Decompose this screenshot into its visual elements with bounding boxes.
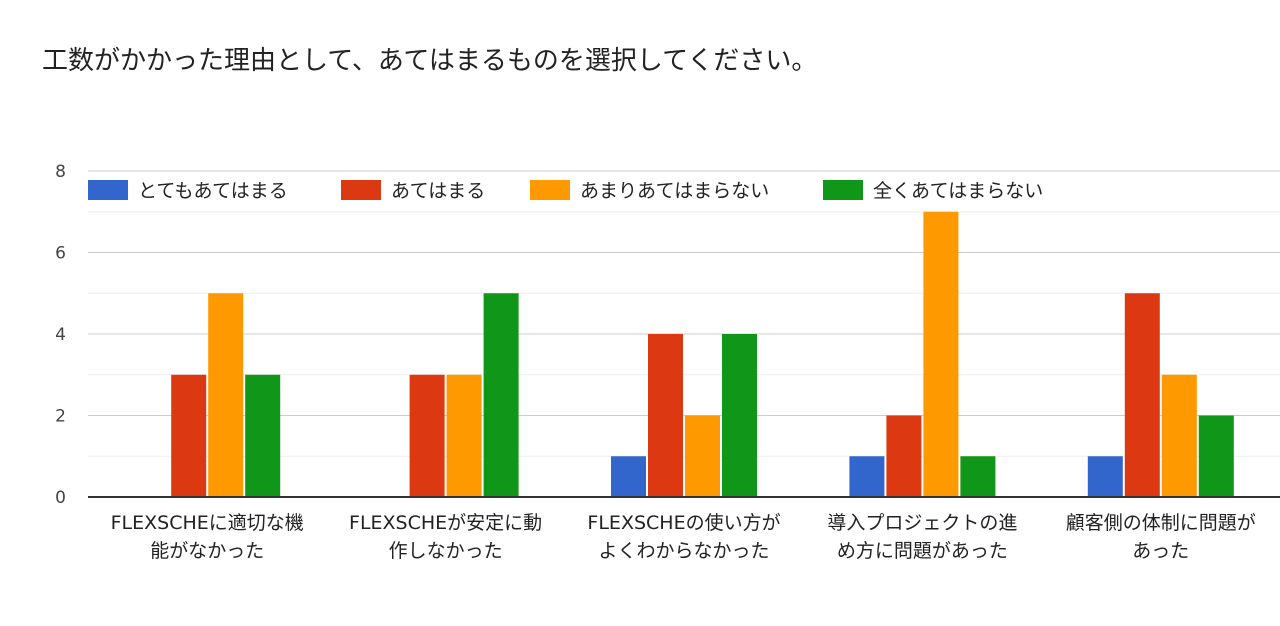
bar-3-2 <box>923 211 959 497</box>
bar-2-2 <box>685 415 720 497</box>
legend-swatch <box>88 180 128 200</box>
category-label: FLEXSCHEに適切な機能がなかった <box>111 512 304 562</box>
bar-1-2 <box>446 374 482 497</box>
bar-0-2 <box>208 293 244 497</box>
bar-4-0 <box>1087 456 1123 497</box>
bar-2-3 <box>722 334 757 497</box>
y-tick-label: 2 <box>55 407 66 427</box>
legend-label: あまりあてはまらない <box>580 180 769 202</box>
bar-0-3 <box>245 374 281 497</box>
legend-label: とてもあてはまる <box>138 180 288 202</box>
y-tick-label: 6 <box>55 244 66 264</box>
bar-3-3 <box>960 456 996 497</box>
bar-1-3 <box>483 293 519 497</box>
bar-2-0 <box>611 456 646 497</box>
bar-4-3 <box>1198 415 1234 497</box>
category-label: FLEXSCHEの使い方がよくわからなかった <box>587 512 780 562</box>
bar-2-1 <box>648 334 683 497</box>
bar-4-1 <box>1124 293 1160 497</box>
chart-title: 工数がかかった理由として、あてはまるものを選択してください。 <box>42 46 818 76</box>
bar-1-1 <box>409 374 445 497</box>
bar-0-1 <box>171 374 207 497</box>
legend-label: あてはまる <box>391 180 485 202</box>
legend-swatch <box>823 180 863 200</box>
category-label: 導入プロジェクトの進め方に問題があった <box>827 512 1017 562</box>
category-label: FLEXSCHEが安定に動作しなかった <box>349 512 542 562</box>
category-label: 顧客側の体制に問題があった <box>1066 512 1256 562</box>
bar-3-0 <box>849 456 885 497</box>
y-tick-label: 8 <box>55 162 66 182</box>
legend-swatch <box>530 180 570 200</box>
y-tick-label: 4 <box>55 325 66 345</box>
y-tick-label: 0 <box>55 488 66 508</box>
bar-3-1 <box>886 415 922 497</box>
legend-label: 全くあてはまらない <box>873 180 1043 202</box>
legend-swatch <box>341 180 381 200</box>
bar-4-2 <box>1161 374 1197 497</box>
